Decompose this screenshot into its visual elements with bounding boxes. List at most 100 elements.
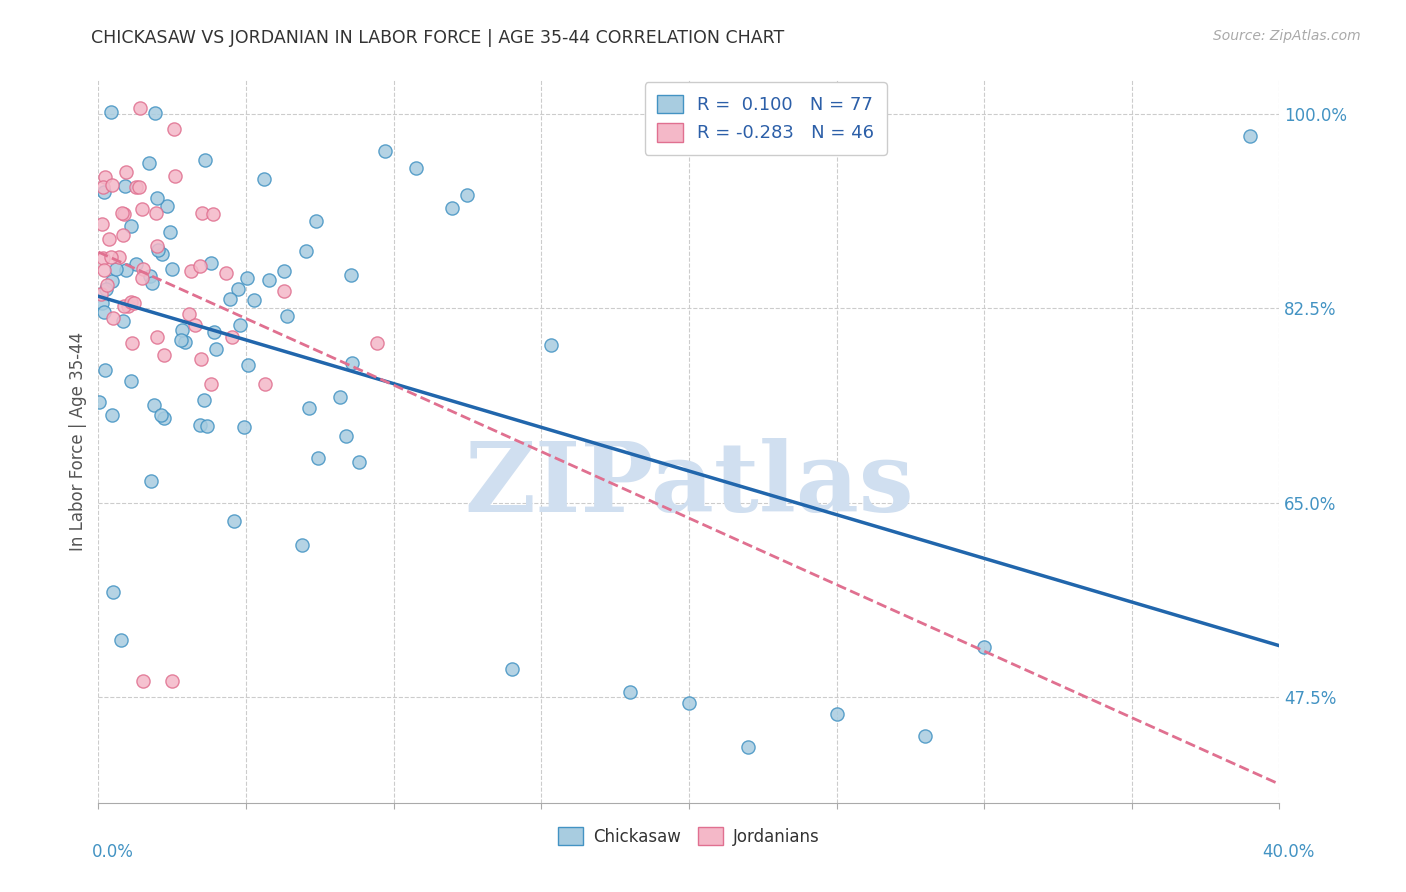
Point [112,207,135,221]
Point [141,277,163,291]
Point [253,172,276,186]
Point [172,323,194,337]
Point [91,217,114,231]
Point [195,419,218,434]
Point [129,102,152,116]
Point [678,696,700,710]
Point [228,283,250,297]
Point [153,348,176,362]
Point [193,393,215,408]
Point [125,179,148,194]
Point [110,633,132,648]
Point [173,334,195,349]
Point [295,244,318,258]
Point [152,411,174,425]
Point [219,292,242,306]
Point [737,740,759,755]
Point [200,377,222,392]
Point [329,390,352,404]
Text: Source: ZipAtlas.com: Source: ZipAtlas.com [1213,29,1361,43]
Point [115,165,138,179]
Point [93,185,115,199]
Point [273,263,295,277]
Point [143,106,166,120]
Point [146,239,169,253]
Point [146,243,169,257]
Point [114,178,136,193]
Point [232,420,254,434]
Point [204,343,226,357]
Point [111,228,134,243]
Point [96,278,118,293]
Point [124,296,146,310]
Point [170,334,193,348]
Point [222,514,245,528]
Point [201,207,224,221]
Point [177,306,200,320]
Point [128,180,150,194]
Point [235,270,257,285]
Point [257,273,280,287]
Point [307,450,329,465]
Point [93,263,115,277]
Point [305,214,328,228]
Point [456,188,478,202]
Point [619,684,641,698]
Point [90,286,112,301]
Point [87,394,110,409]
Point [131,270,153,285]
Point [145,206,167,220]
Point [229,318,252,332]
Point [180,264,202,278]
Point [114,263,136,277]
Point [111,206,134,220]
Point [540,337,562,351]
Point [1239,128,1261,143]
Point [405,161,427,175]
Point [112,299,135,313]
Point [188,417,211,432]
Point [160,261,183,276]
Point [101,311,124,326]
Point [215,266,238,280]
Point [101,585,124,599]
Point [188,259,211,273]
Point [138,155,160,169]
Point [162,673,183,688]
Point [190,351,212,366]
Point [163,169,186,183]
Point [101,178,124,193]
Point [93,305,115,319]
Point [253,376,276,391]
Text: ZIPatlas: ZIPatlas [464,438,914,532]
Point [145,191,167,205]
Point [91,251,114,265]
Point [94,363,117,377]
Point [90,295,112,310]
Point [347,455,370,469]
Point [131,202,153,216]
Text: CHICKASAW VS JORDANIAN IN LABOR FORCE | AGE 35-44 CORRELATION CHART: CHICKASAW VS JORDANIAN IN LABOR FORCE | … [91,29,785,46]
Point [121,336,143,351]
Point [914,729,936,743]
Point [221,329,243,343]
Point [120,295,142,310]
Point [242,293,264,308]
Point [973,640,995,655]
Point [202,326,225,340]
Point [273,284,295,298]
Point [143,398,166,412]
Point [825,706,848,721]
Point [145,329,167,343]
Point [125,257,148,271]
Point [100,105,122,120]
Point [98,232,121,246]
Point [276,309,298,323]
Point [335,428,357,442]
Point [132,673,155,688]
Point [374,144,396,158]
Point [159,226,181,240]
Point [111,314,134,328]
Point [236,358,259,372]
Point [94,169,117,184]
